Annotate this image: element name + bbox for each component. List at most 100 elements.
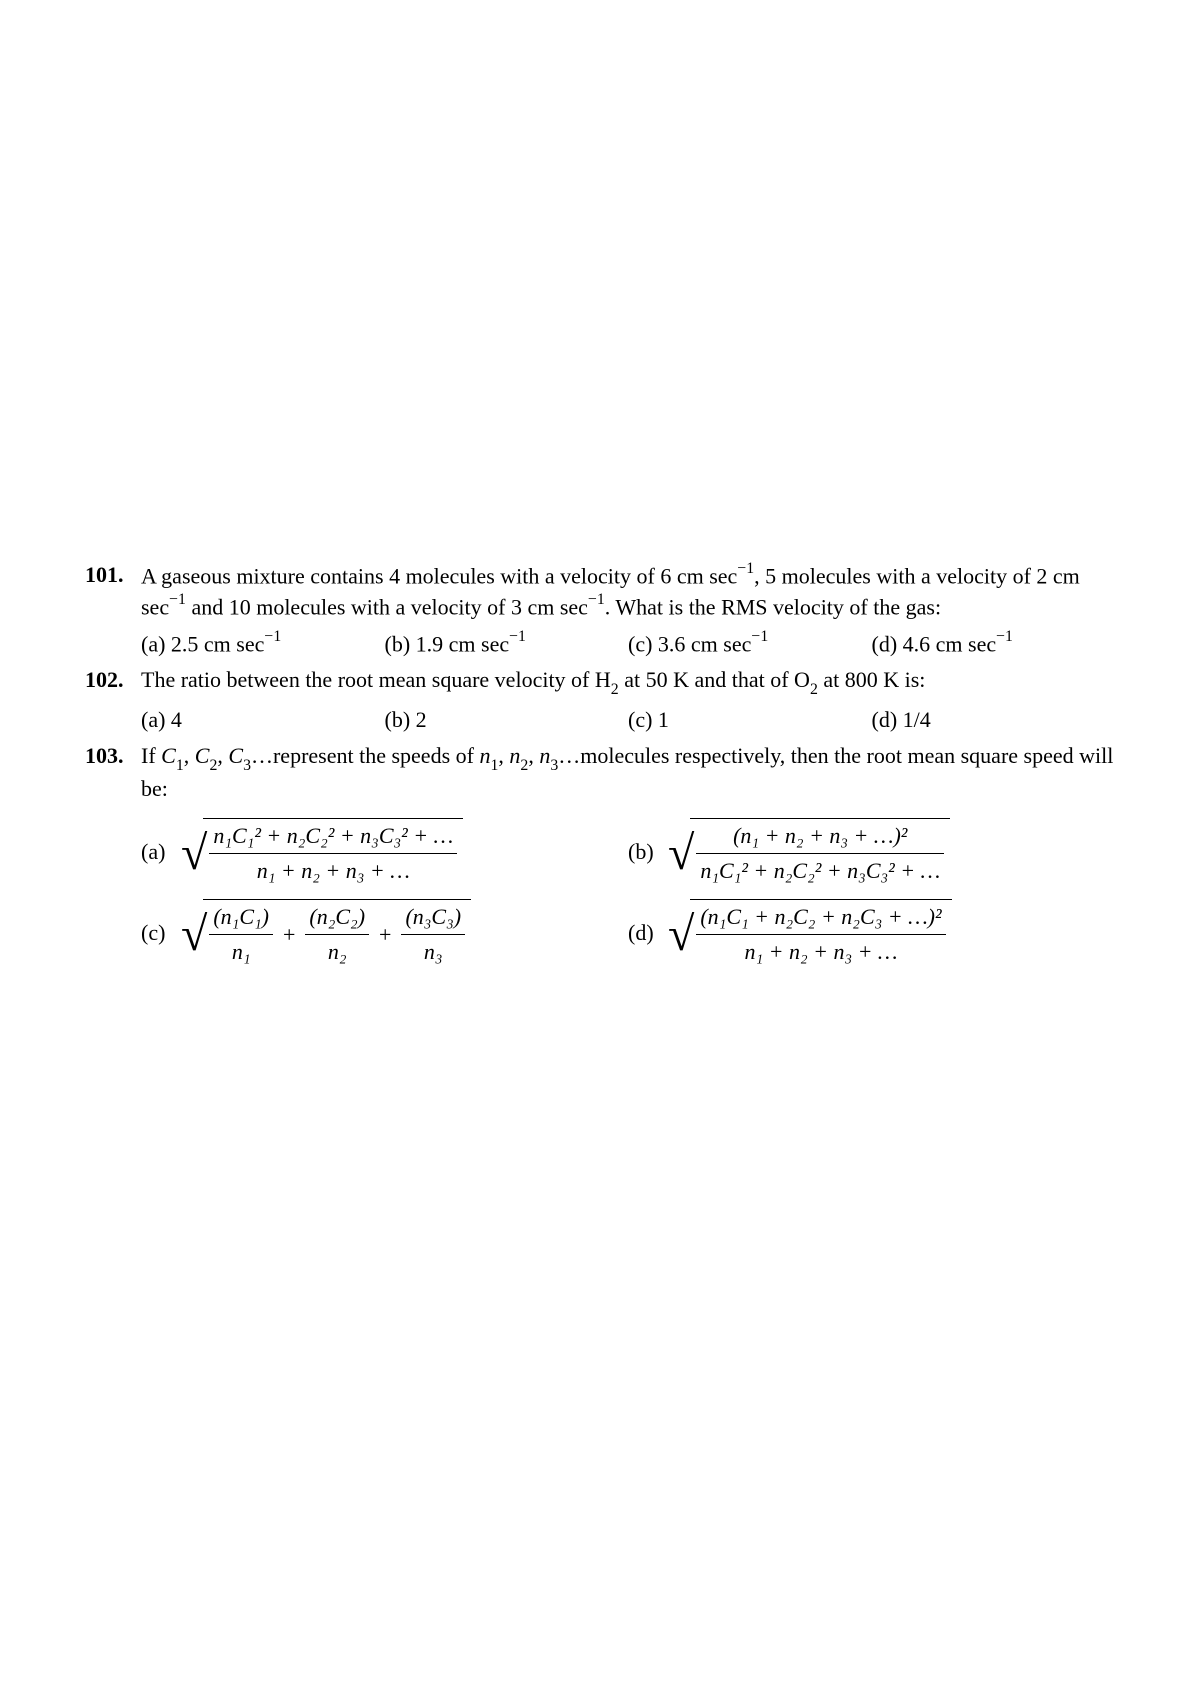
sub: 2 xyxy=(611,681,619,698)
radical-icon: √ xyxy=(181,830,207,878)
exp: −1 xyxy=(169,591,186,608)
sub: 3 xyxy=(243,757,251,774)
question-103-options-row1: (a) √ n₁C₁² + n₂C₂² + n₃C₃² + … n₁ + n₂ … xyxy=(141,818,1115,885)
plus-icon: + xyxy=(369,920,401,950)
numerator: n₁C₁² + n₂C₂² + n₃C₃² + … xyxy=(209,821,457,854)
question-103: 103. If C1, C2, C3…represent the speeds … xyxy=(85,741,1115,804)
option-d: (d) 4.6 cm sec−1 xyxy=(872,628,1116,659)
option-b: (b) √ (n₁ + n₂ + n₃ + …)² n₁C₁² + n₂C₂² … xyxy=(628,818,1115,885)
option-value: 1.9 cm sec xyxy=(416,631,509,656)
option-label: (c) xyxy=(628,707,652,732)
option-value: 2 xyxy=(416,707,427,732)
option-b: (b) 2 xyxy=(385,705,629,735)
sub: 1 xyxy=(176,757,184,774)
option-value: 4.6 cm sec xyxy=(903,631,996,656)
exp: −1 xyxy=(737,560,754,577)
option-label: (d) xyxy=(628,918,662,948)
q101-part4: . What is the RMS velocity of the gas: xyxy=(605,594,941,619)
plus-icon: + xyxy=(273,920,305,950)
fraction-term-3: (n₃C₃) n₃ xyxy=(401,902,465,966)
radicand: (n₁ + n₂ + n₃ + …)² n₁C₁² + n₂C₂² + n₃C₃… xyxy=(690,818,950,885)
radical-icon: √ xyxy=(181,911,207,959)
q101-part1: A gaseous mixture contains 4 molecules w… xyxy=(141,563,737,588)
sep: , xyxy=(217,743,228,768)
q103-pre: If xyxy=(141,743,161,768)
exp: −1 xyxy=(509,628,526,645)
option-a: (a) 4 xyxy=(141,705,385,735)
option-value: 3.6 cm sec xyxy=(658,631,751,656)
option-c: (c) 1 xyxy=(628,705,872,735)
option-label: (d) xyxy=(872,631,898,656)
option-label: (a) xyxy=(141,707,165,732)
option-b: (b) 1.9 cm sec−1 xyxy=(385,628,629,659)
numerator: (n₂C₂) xyxy=(305,902,369,935)
var-c: C xyxy=(161,743,176,768)
fraction: n₁C₁² + n₂C₂² + n₃C₃² + … n₁ + n₂ + n₃ +… xyxy=(209,821,457,885)
option-label: (c) xyxy=(141,918,175,948)
question-text: A gaseous mixture contains 4 molecules w… xyxy=(141,560,1115,622)
sub: 2 xyxy=(209,757,217,774)
radicand: (n₁C₁) n₁ + (n₂C₂) n₂ + (n₃C₃) n₃ xyxy=(203,899,471,966)
option-a: (a) 2.5 cm sec−1 xyxy=(141,628,385,659)
question-number: 103. xyxy=(85,741,141,804)
denominator: n₁ + n₂ + n₃ + … xyxy=(209,854,457,886)
numerator: (n₃C₃) xyxy=(401,902,465,935)
var-c: C xyxy=(228,743,243,768)
option-label: (b) xyxy=(628,837,662,867)
var-n: n xyxy=(509,743,520,768)
page-content: 101. A gaseous mixture contains 4 molecu… xyxy=(85,560,1115,967)
option-label: (d) xyxy=(872,707,898,732)
q103-mid1: …represent the speeds of xyxy=(251,743,479,768)
option-c: (c) √ (n₁C₁) n₁ + (n₂C₂) n₂ + (n₃C₃) xyxy=(141,899,628,966)
var-n: n xyxy=(539,743,550,768)
q101-part3: and 10 molecules with a velocity of 3 cm… xyxy=(186,594,588,619)
sub: 2 xyxy=(810,681,818,698)
question-102: 102. The ratio between the root mean squ… xyxy=(85,665,1115,699)
question-text: The ratio between the root mean square v… xyxy=(141,665,1115,699)
option-a: (a) √ n₁C₁² + n₂C₂² + n₃C₃² + … n₁ + n₂ … xyxy=(141,818,628,885)
numerator: (n₁ + n₂ + n₃ + …)² xyxy=(696,821,944,854)
option-label: (c) xyxy=(628,631,652,656)
fraction-term-2: (n₂C₂) n₂ xyxy=(305,902,369,966)
exp: −1 xyxy=(264,628,281,645)
radical-icon: √ xyxy=(668,830,694,878)
sub: 2 xyxy=(520,757,528,774)
sqrt-expr: √ (n₁C₁) n₁ + (n₂C₂) n₂ + (n₃C₃) n₃ xyxy=(181,899,471,966)
var-n: n xyxy=(479,743,490,768)
sqrt-expr: √ (n₁ + n₂ + n₃ + …)² n₁C₁² + n₂C₂² + n₃… xyxy=(668,818,950,885)
option-value: 2.5 cm sec xyxy=(171,631,264,656)
option-label: (b) xyxy=(385,631,411,656)
radicand: n₁C₁² + n₂C₂² + n₃C₃² + … n₁ + n₂ + n₃ +… xyxy=(203,818,463,885)
question-103-options-row2: (c) √ (n₁C₁) n₁ + (n₂C₂) n₂ + (n₃C₃) xyxy=(141,899,1115,966)
denominator: n₁C₁² + n₂C₂² + n₃C₃² + … xyxy=(696,854,944,886)
denominator: n₁ + n₂ + n₃ + … xyxy=(696,935,945,967)
sep: , xyxy=(498,743,509,768)
fraction-term-1: (n₁C₁) n₁ xyxy=(209,902,273,966)
denominator: n₁ xyxy=(209,935,273,967)
sqrt-expr: √ (n₁C₁ + n₂C₂ + n₂C₃ + …)² n₁ + n₂ + n₃… xyxy=(668,899,952,966)
sep: , xyxy=(184,743,195,768)
option-label: (a) xyxy=(141,631,165,656)
question-text: If C1, C2, C3…represent the speeds of n1… xyxy=(141,741,1115,804)
question-number: 102. xyxy=(85,665,141,699)
option-d: (d) 1/4 xyxy=(872,705,1116,735)
q102-mid: at 50 K and that of O xyxy=(619,667,810,692)
radical-icon: √ xyxy=(668,911,694,959)
q102-post: at 800 K is: xyxy=(818,667,926,692)
denominator: n₂ xyxy=(305,935,369,967)
var-c: C xyxy=(195,743,210,768)
fraction: (n₁C₁ + n₂C₂ + n₂C₃ + …)² n₁ + n₂ + n₃ +… xyxy=(696,902,945,966)
radicand: (n₁C₁ + n₂C₂ + n₂C₃ + …)² n₁ + n₂ + n₃ +… xyxy=(690,899,951,966)
denominator: n₃ xyxy=(401,935,465,967)
option-value: 1/4 xyxy=(903,707,931,732)
option-d: (d) √ (n₁C₁ + n₂C₂ + n₂C₃ + …)² n₁ + n₂ … xyxy=(628,899,1115,966)
question-101: 101. A gaseous mixture contains 4 molecu… xyxy=(85,560,1115,622)
fraction: (n₁ + n₂ + n₃ + …)² n₁C₁² + n₂C₂² + n₃C₃… xyxy=(696,821,944,885)
option-value: 1 xyxy=(658,707,669,732)
option-value: 4 xyxy=(171,707,182,732)
numerator: (n₁C₁ + n₂C₂ + n₂C₃ + …)² xyxy=(696,902,945,935)
option-label: (b) xyxy=(385,707,411,732)
question-101-options: (a) 2.5 cm sec−1 (b) 1.9 cm sec−1 (c) 3.… xyxy=(141,628,1115,659)
option-label: (a) xyxy=(141,837,175,867)
exp: −1 xyxy=(751,628,768,645)
